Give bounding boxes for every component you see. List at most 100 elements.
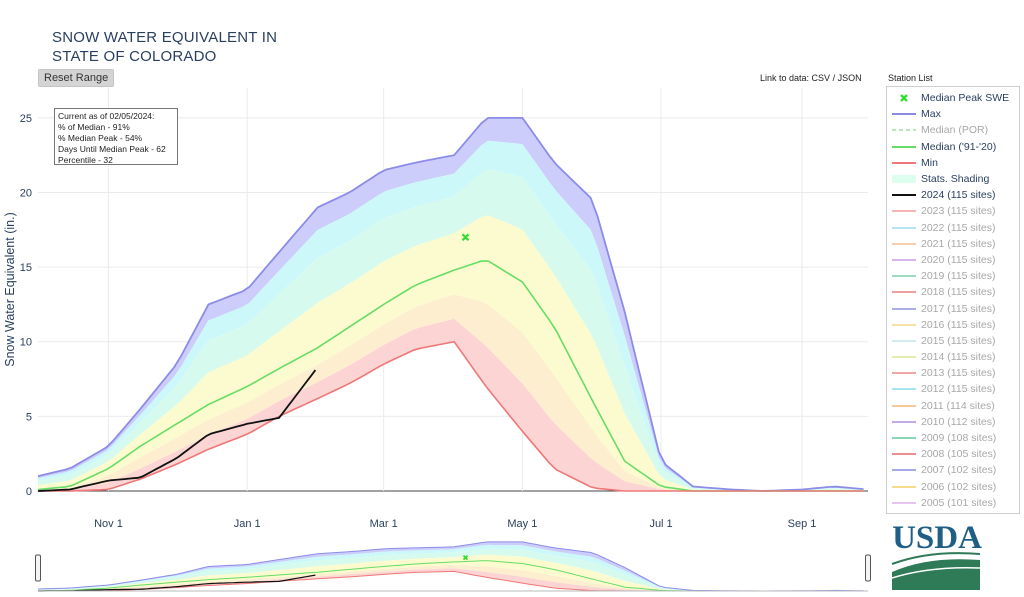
legend-label: 2020 (115 sites) — [921, 253, 996, 266]
current-year-line — [37, 369, 317, 492]
legend-swatch — [887, 497, 921, 509]
legend-label: 2013 (115 sites) — [921, 367, 996, 380]
y-tick-label: 0 — [26, 486, 32, 498]
legend-label: 2019 (115 sites) — [921, 270, 996, 283]
chart-title-line2: STATE OF COLORADO — [52, 48, 217, 65]
legend-item[interactable]: 2024 (115 sites) — [887, 187, 1019, 203]
legend-swatch — [887, 286, 921, 298]
legend-swatch — [887, 319, 921, 331]
range-handle-right[interactable] — [865, 554, 871, 582]
legend-item[interactable]: Median ('91-'20) — [887, 139, 1019, 155]
legend-item[interactable]: 2009 (108 sites) — [887, 430, 1019, 446]
csv-link[interactable]: CSV — [811, 73, 831, 83]
legend-item[interactable]: Min — [887, 155, 1019, 171]
legend-label: 2009 (108 sites) — [921, 432, 997, 445]
reset-range-button[interactable]: Reset Range — [38, 69, 115, 87]
station-list-link[interactable]: Station List — [888, 73, 933, 83]
legend-item[interactable]: 2021 (115 sites) — [887, 236, 1019, 252]
legend-label: 2015 (115 sites) — [921, 334, 996, 347]
legend-item[interactable]: 2023 (115 sites) — [887, 203, 1019, 219]
legend-item[interactable]: 2018 (115 sites) — [887, 284, 1019, 300]
status-line: Days Until Median Peak - 62 — [58, 144, 166, 154]
legend-item[interactable]: 2010 (112 sites) — [887, 414, 1019, 430]
legend-item[interactable]: 2017 (115 sites) — [887, 300, 1019, 316]
legend-label: 2017 (115 sites) — [921, 302, 996, 315]
range-current-line — [38, 574, 316, 592]
legend-swatch — [887, 157, 921, 169]
legend-label: 2012 (115 sites) — [921, 383, 996, 396]
legend-label: 2005 (101 sites) — [921, 496, 997, 509]
legend-swatch — [887, 448, 921, 460]
legend-swatch — [887, 173, 921, 185]
legend-label: Median ('91-'20) — [921, 140, 997, 153]
legend-swatch — [887, 141, 921, 153]
legend-item[interactable]: 2011 (114 sites) — [887, 398, 1019, 414]
range-peak-marker — [462, 554, 469, 561]
legend-swatch — [887, 416, 921, 428]
y-tick-label: 15 — [20, 262, 32, 274]
range-handle-left[interactable] — [35, 554, 41, 582]
legend-item[interactable]: 2013 (115 sites) — [887, 365, 1019, 381]
median-peak-marker — [461, 233, 470, 242]
json-link[interactable]: JSON — [837, 73, 862, 83]
legend-swatch — [887, 464, 921, 476]
legend-item[interactable]: 2006 (102 sites) — [887, 479, 1019, 495]
chart-title-line1: SNOW WATER EQUIVALENT IN — [52, 29, 278, 46]
link-separator: / — [830, 73, 838, 83]
legend-label: 2018 (115 sites) — [921, 286, 996, 299]
x-tick-label: Nov 1 — [94, 518, 123, 530]
chart-title: SNOW WATER EQUIVALENT IN STATE OF COLORA… — [52, 28, 277, 66]
stats-shading-band — [38, 215, 864, 491]
legend-label: 2008 (105 sites) — [921, 448, 997, 461]
legend-swatch — [887, 254, 921, 266]
legend-item[interactable]: 2007 (102 sites) — [887, 462, 1019, 478]
y-axis-label: Snow Water Equivalent (in.) — [3, 212, 17, 366]
legend-label: Min — [921, 156, 938, 169]
legend-label: Stats. Shading — [921, 173, 990, 186]
legend-swatch — [887, 108, 921, 120]
legend-swatch — [887, 351, 921, 363]
legend-swatch — [887, 189, 921, 201]
status-line: Current as of 02/05/2024: — [58, 111, 155, 121]
range-shading-band — [38, 565, 864, 591]
x-tick-label: Sep 1 — [788, 518, 817, 530]
y-tick-label: 25 — [20, 113, 32, 125]
legend-item[interactable]: 2022 (115 sites) — [887, 220, 1019, 236]
legend-item[interactable]: 2012 (115 sites) — [887, 381, 1019, 397]
legend-item[interactable]: Stats. Shading — [887, 171, 1019, 187]
y-tick-label: 20 — [20, 187, 32, 199]
legend-swatch — [887, 335, 921, 347]
status-line: % of Median - 91% — [58, 122, 130, 132]
y-tick-label: 10 — [20, 337, 32, 349]
usda-logo: USDA — [888, 520, 986, 590]
legend-item[interactable]: Median (POR) — [887, 122, 1019, 138]
legend-item[interactable]: 2020 (115 sites) — [887, 252, 1019, 268]
legend-label: Median Peak SWE — [921, 92, 1010, 105]
legend-swatch — [887, 367, 921, 379]
legend-item[interactable]: 2008 (105 sites) — [887, 446, 1019, 462]
legend-swatch — [887, 432, 921, 444]
legend-label: 2006 (102 sites) — [921, 480, 997, 493]
legend-item[interactable]: Median Peak SWE — [887, 90, 1019, 106]
legend-label: 2024 (115 sites) — [921, 189, 996, 202]
legend-label: 2021 (115 sites) — [921, 237, 996, 250]
status-line: % Median Peak - 54% — [58, 133, 143, 143]
stats-shading-band — [38, 261, 864, 491]
x-tick-label: Mar 1 — [370, 518, 398, 530]
legend-item[interactable]: 2014 (115 sites) — [887, 349, 1019, 365]
y-tick-label: 5 — [26, 411, 32, 423]
legend-item[interactable]: Max — [887, 106, 1019, 122]
stats-shading-band — [38, 294, 864, 491]
legend-item[interactable]: 2015 (115 sites) — [887, 333, 1019, 349]
legend-item[interactable]: 2005 (101 sites) — [887, 495, 1019, 511]
legend-label: 2023 (115 sites) — [921, 205, 996, 218]
legend-label: 2007 (102 sites) — [921, 464, 997, 477]
legend-item[interactable]: 2016 (115 sites) — [887, 317, 1019, 333]
legend-swatch — [887, 124, 921, 136]
x-tick-label: Jan 1 — [234, 518, 261, 530]
data-links: Link to data: CSV / JSON — [760, 73, 862, 83]
legend-swatch — [887, 400, 921, 412]
link-prefix: Link to data: — [760, 73, 812, 83]
legend-item[interactable]: 2019 (115 sites) — [887, 268, 1019, 284]
